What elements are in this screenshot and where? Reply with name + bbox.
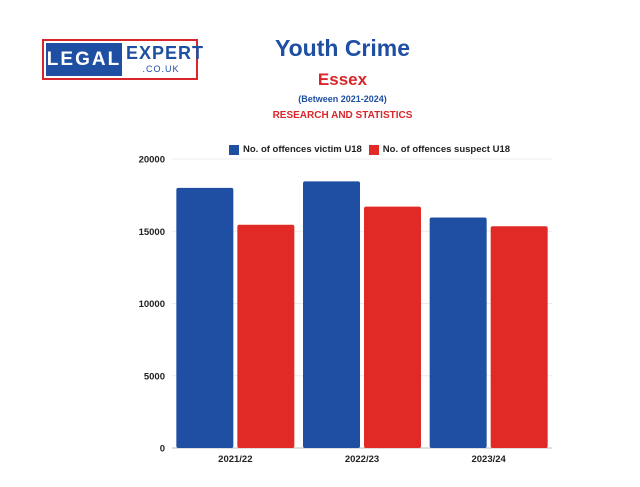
chart-subtitle: Essex: [317, 70, 368, 89]
legend-swatch-victim: [229, 144, 239, 155]
bar-suspect: [364, 206, 421, 448]
y-tick-label: 20000: [139, 155, 165, 166]
bar-victim: [429, 217, 487, 448]
logo-expert-block: EXPERT .CO.UK: [126, 42, 205, 77]
y-tick-label: 10000: [139, 299, 165, 310]
y-tick-label: 5000: [144, 371, 165, 382]
bar-victim: [303, 181, 360, 448]
logo-legal-text: LEGAL: [46, 43, 122, 76]
x-tick-label: 2022/23: [345, 454, 379, 465]
bar-victim: [176, 187, 234, 448]
chart-title: Youth Crime: [274, 35, 411, 61]
legend-swatch-suspect: [368, 144, 379, 155]
bar-suspect: [490, 226, 548, 448]
chart-legend: No. of offences victim U18 No. of offenc…: [229, 144, 517, 155]
legend-item-suspect: No. of offences suspect U18: [368, 144, 511, 155]
logo-expert-text: EXPERT: [126, 43, 205, 63]
x-tick-label: 2023/24: [471, 454, 506, 465]
chart-research-label: RESEARCH AND STATISTICS: [272, 110, 413, 121]
legal-expert-logo: LEGAL EXPERT .CO.UK: [42, 39, 205, 80]
chart-period: (Between 2021-2024): [298, 94, 387, 104]
legend-label-suspect: No. of offences suspect U18: [382, 144, 511, 155]
x-tick-label: 2021/22: [218, 454, 252, 465]
y-tick-label: 15000: [139, 227, 165, 238]
logo-couk-text: .CO.UK: [142, 64, 180, 74]
legend-label-victim: No. of offences victim U18: [243, 144, 362, 155]
bar-suspect: [237, 224, 295, 448]
legend-item-victim: No. of offences victim U18: [229, 144, 362, 155]
y-tick-label: 0: [160, 444, 165, 455]
